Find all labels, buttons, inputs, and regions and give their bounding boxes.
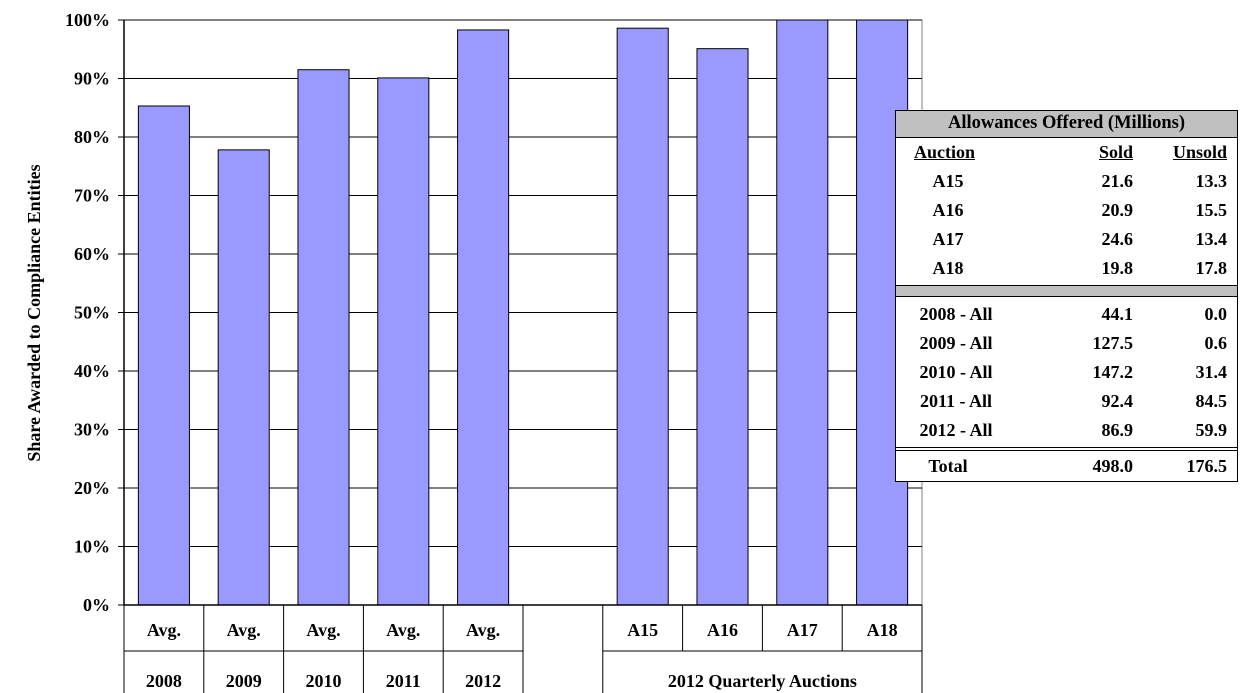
- x-category-labels: Avg. 2008 Avg. 2009 Avg. 2010 Avg. 2011 Avg. 2012…: [146, 620, 898, 691]
- y-tick-label: 10%: [74, 537, 110, 557]
- x-tick-label: Avg.: [386, 620, 420, 640]
- y-tick-label: 60%: [74, 244, 110, 264]
- bar: [377, 77, 430, 606]
- year-unsold: 84.5: [1195, 391, 1228, 411]
- year-unsold: 59.9: [1195, 420, 1228, 440]
- bar: [776, 19, 829, 606]
- y-tick-label: 90%: [74, 69, 110, 89]
- axes: [118, 19, 923, 693]
- x-tick-label: A17: [787, 620, 818, 640]
- bars: [137, 19, 909, 606]
- bar: [137, 105, 190, 606]
- year-row: 2011 - All 92.4 84.5: [896, 387, 1237, 416]
- year-name: 2011 - All: [919, 391, 992, 411]
- auction-name: A17: [932, 229, 964, 249]
- auction-unsold: 13.4: [1195, 229, 1228, 249]
- x-tick-label: A15: [627, 620, 658, 640]
- y-tick-label: 80%: [74, 127, 110, 147]
- table-double-line: [896, 447, 1237, 451]
- x-tick-label: Avg.: [227, 620, 261, 640]
- table-header-row: Auction Sold Unsold: [896, 138, 1237, 167]
- y-axis-label: Share Awarded to Compliance Entities: [24, 164, 44, 461]
- year-row: 2009 - All 127.5 0.6: [896, 329, 1237, 358]
- y-tick-labels: 0% 10% 20% 30% 40% 50% 60% 70% 80% 90% 100%: [65, 10, 110, 615]
- auction-name: A18: [932, 258, 964, 278]
- auction-sold: 19.8: [1101, 258, 1134, 278]
- year-row: 2008 - All 44.1 0.0: [896, 300, 1237, 329]
- x-tick-label: 2011: [386, 671, 421, 691]
- table-title: Allowances Offered (Millions): [896, 111, 1237, 138]
- header-sold: Sold: [1098, 142, 1133, 162]
- year-name: 2008 - All: [919, 304, 993, 324]
- bar: [696, 48, 749, 606]
- allowances-table: Allowances Offered (Millions) Auction So…: [895, 110, 1238, 482]
- x-tick-label: Avg.: [466, 620, 500, 640]
- x-tick-label: 2009: [226, 671, 262, 691]
- auction-rows: A15 21.6 13.3 A16 20.9 15.5 A17 24.6 13.4 A18 19.8…: [896, 167, 1237, 283]
- year-row: 2012 - All 86.9 59.9: [896, 416, 1237, 445]
- x-tick-label: A18: [867, 620, 898, 640]
- bar: [616, 27, 669, 606]
- y-tick-label: 40%: [74, 361, 110, 381]
- x-tick-label: Avg.: [306, 620, 340, 640]
- year-sold: 127.5: [1092, 333, 1134, 353]
- auction-sold: 21.6: [1101, 171, 1134, 191]
- auction-name: A15: [932, 171, 964, 191]
- year-sold: 86.9: [1101, 420, 1134, 440]
- x-tick-label: A16: [707, 620, 738, 640]
- year-sold: 147.2: [1092, 362, 1134, 382]
- year-unsold: 31.4: [1195, 362, 1228, 382]
- auction-sold: 20.9: [1101, 200, 1134, 220]
- x-tick-label: 2012: [465, 671, 501, 691]
- y-tick-label: 20%: [74, 478, 110, 498]
- year-name: 2010 - All: [919, 362, 993, 382]
- total-label: Total: [928, 456, 968, 476]
- table-separator: [896, 285, 1237, 297]
- auction-unsold: 13.3: [1195, 171, 1228, 191]
- auction-unsold: 17.8: [1195, 258, 1228, 278]
- y-tick-label: 70%: [74, 186, 110, 206]
- header-auction: Auction: [914, 142, 976, 162]
- y-tick-label: 50%: [74, 303, 110, 323]
- x-tick-label: 2008: [146, 671, 182, 691]
- y-tick-label: 30%: [74, 420, 110, 440]
- x-tick-label: Avg.: [147, 620, 181, 640]
- auction-name: A16: [932, 200, 964, 220]
- bar: [457, 29, 510, 606]
- bar: [297, 69, 350, 606]
- auction-row: A15 21.6 13.3: [896, 167, 1237, 196]
- y-tick-label: 100%: [65, 10, 110, 30]
- year-rows: 2008 - All 44.1 0.0 2009 - All 127.5 0.6 2010 …: [896, 300, 1237, 445]
- year-sold: 44.1: [1101, 304, 1134, 324]
- bar: [217, 149, 270, 606]
- year-name: 2009 - All: [919, 333, 993, 353]
- auction-sold: 24.6: [1101, 229, 1134, 249]
- year-unsold: 0.0: [1204, 304, 1228, 324]
- auction-row: A16 20.9 15.5: [896, 196, 1237, 225]
- y-tick-label: 0%: [83, 595, 110, 615]
- year-sold: 92.4: [1101, 391, 1134, 411]
- auction-unsold: 15.5: [1195, 200, 1228, 220]
- total-sold: 498.0: [1092, 456, 1134, 476]
- auction-row: A18 19.8 17.8: [896, 254, 1237, 283]
- table-total-row: Total 498.0 176.5: [896, 452, 1237, 481]
- x-tick-label: 2010: [306, 671, 342, 691]
- x-group-label: 2012 Quarterly Auctions: [668, 671, 857, 691]
- year-unsold: 0.6: [1204, 333, 1228, 353]
- header-unsold: Unsold: [1172, 142, 1227, 162]
- year-row: 2010 - All 147.2 31.4: [896, 358, 1237, 387]
- year-name: 2012 - All: [919, 420, 993, 440]
- auction-row: A17 24.6 13.4: [896, 225, 1237, 254]
- total-unsold: 176.5: [1186, 456, 1228, 476]
